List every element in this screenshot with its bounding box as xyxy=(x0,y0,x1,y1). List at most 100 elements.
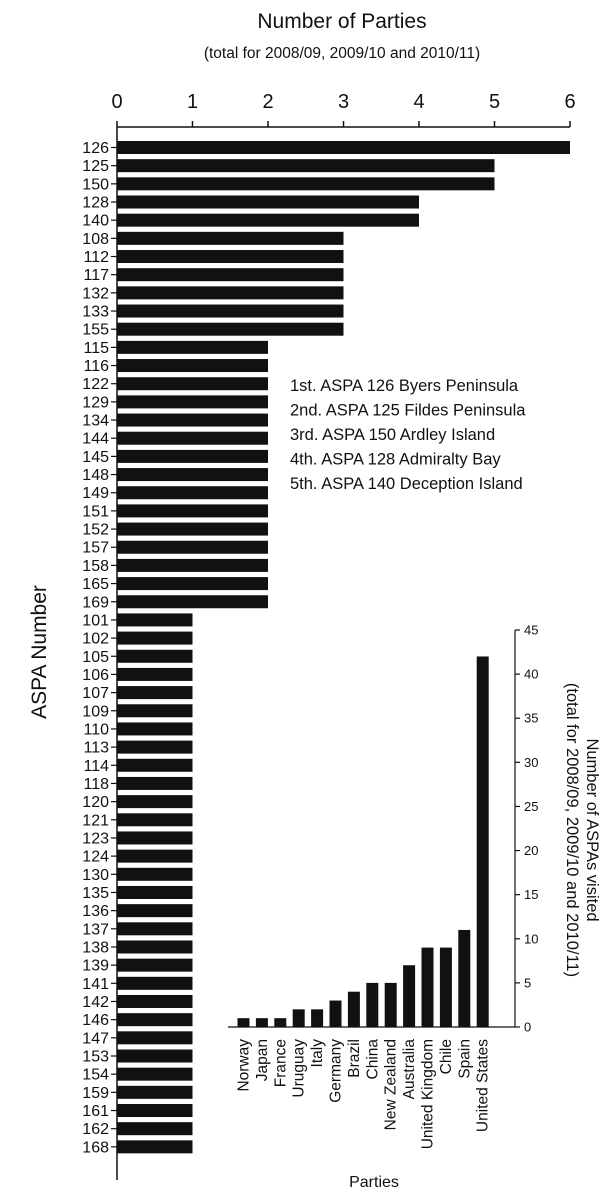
y-tick-label: 132 xyxy=(82,285,109,302)
y-tick-label: 169 xyxy=(82,594,109,611)
bar xyxy=(117,1049,193,1063)
x-tick-label: 6 xyxy=(564,91,575,113)
y-tick-label: 124 xyxy=(82,849,109,866)
bar xyxy=(117,231,344,245)
bar xyxy=(117,1122,193,1136)
y-tick-label: 168 xyxy=(82,1139,109,1156)
inset-x-tick-label: China xyxy=(364,1039,381,1080)
inset-x-tick-label: Chile xyxy=(438,1039,455,1074)
inset-x-tick-label: Australia xyxy=(401,1039,418,1100)
y-tick-label: 121 xyxy=(82,812,109,829)
bar xyxy=(117,885,193,899)
inset-bar xyxy=(403,965,416,1027)
y-tick-label: 145 xyxy=(82,449,109,466)
inset-x-tick-label: Japan xyxy=(254,1039,271,1081)
y-tick-label: 162 xyxy=(82,1121,109,1138)
y-tick-label: 115 xyxy=(83,340,109,357)
y-tick-label: 142 xyxy=(82,994,109,1011)
y-tick-label: 116 xyxy=(83,358,109,375)
inset-bar xyxy=(347,991,360,1027)
bar xyxy=(117,940,193,954)
y-tick-label: 128 xyxy=(82,195,109,212)
y-tick-label: 161 xyxy=(82,1103,109,1120)
x-tick-label: 1 xyxy=(187,91,198,113)
y-tick-label: 146 xyxy=(82,1012,109,1029)
y-tick-label: 102 xyxy=(82,631,109,648)
y-tick-label: 123 xyxy=(82,830,109,847)
main-bars: 1261251501281401081121171321331551151161… xyxy=(82,140,570,1156)
y-tick-label: 137 xyxy=(82,921,109,938)
bar xyxy=(117,667,193,681)
inset-y-axis-right: 0 5 10 15 20 25 30 35 40 45 xyxy=(228,623,538,1035)
bar xyxy=(117,558,268,572)
bar xyxy=(117,304,344,318)
annotation-line: 3rd. ASPA 150 Ardley Island xyxy=(290,426,495,444)
bar xyxy=(117,613,193,627)
y-tick-label: 109 xyxy=(82,703,109,720)
bar xyxy=(117,867,193,881)
inset-bar xyxy=(421,947,434,1027)
bar xyxy=(117,976,193,990)
y-tick-label: 130 xyxy=(82,867,109,884)
bar xyxy=(117,413,268,427)
bar xyxy=(117,504,268,518)
inset-chart-aspas-per-party: Norway Japan France Uruguay Italy Germany Braz… xyxy=(228,623,601,1191)
inset-x-tick-label: Spain xyxy=(456,1039,473,1079)
inset-bar xyxy=(329,1000,342,1027)
bar xyxy=(117,849,193,863)
inset-y-tick-label: 30 xyxy=(524,755,538,770)
bar xyxy=(117,213,419,227)
inset-x-tick-label: New Zealand xyxy=(383,1039,400,1130)
bar xyxy=(117,631,193,645)
inset-x-tick-label: Germany xyxy=(328,1039,345,1103)
bar xyxy=(117,395,268,409)
inset-y-tick-label: 10 xyxy=(524,931,538,946)
bar xyxy=(117,468,268,482)
x-tick-label: 2 xyxy=(262,91,273,113)
bar xyxy=(117,486,268,500)
inset-x-tick-label: United States xyxy=(475,1039,492,1132)
inset-bar xyxy=(292,1009,305,1027)
y-tick-label: 113 xyxy=(83,740,109,757)
y-tick-label: 154 xyxy=(82,1067,109,1084)
inset-bar xyxy=(274,1018,287,1027)
ranking-annotations: 1st. ASPA 126 Byers Peninsula 2nd. ASPA 1… xyxy=(290,377,526,493)
inset-x-tick-label: United Kingdom xyxy=(420,1039,437,1149)
inset-x-tick-label: Norway xyxy=(236,1039,253,1092)
x-tick-label: 5 xyxy=(489,91,500,113)
bar xyxy=(117,268,344,282)
inset-y-tick-label: 35 xyxy=(524,711,538,726)
y-tick-label: 107 xyxy=(82,685,109,702)
y-tick-label: 138 xyxy=(82,939,109,956)
y-tick-label: 112 xyxy=(83,249,109,266)
chart-subtitle: (total for 2008/09, 2009/10 and 2010/11) xyxy=(204,45,480,62)
inset-bar xyxy=(255,1018,268,1027)
y-tick-label: 153 xyxy=(82,1049,109,1066)
bar xyxy=(117,377,268,391)
inset-x-tick-label: France xyxy=(272,1039,289,1087)
y-tick-label: 147 xyxy=(82,1030,109,1047)
inset-x-axis-label: Parties xyxy=(349,1174,399,1191)
inset-y-tick-label: 45 xyxy=(524,623,538,638)
inset-bar xyxy=(311,1009,324,1027)
annotation-line: 1st. ASPA 126 Byers Peninsula xyxy=(290,377,519,395)
y-tick-label: 120 xyxy=(82,794,109,811)
bar xyxy=(117,322,344,336)
y-tick-label: 125 xyxy=(82,158,109,175)
y-tick-label: 114 xyxy=(83,758,109,775)
bar xyxy=(117,704,193,718)
bar xyxy=(117,904,193,918)
bar xyxy=(117,1067,193,1081)
y-tick-label: 106 xyxy=(82,667,109,684)
y-tick-label: 105 xyxy=(82,649,109,666)
x-tick-label: 3 xyxy=(338,91,349,113)
annotation-line: 2nd. ASPA 125 Fildes Peninsula xyxy=(290,402,526,420)
annotation-line: 5th. ASPA 140 Deception Island xyxy=(290,475,523,493)
y-tick-label: 152 xyxy=(82,522,109,539)
inset-bar xyxy=(439,947,452,1027)
inset-bar xyxy=(237,1018,250,1027)
y-tick-label: 117 xyxy=(83,267,109,284)
inset-y-tick-label: 20 xyxy=(524,843,538,858)
bar xyxy=(117,740,193,754)
